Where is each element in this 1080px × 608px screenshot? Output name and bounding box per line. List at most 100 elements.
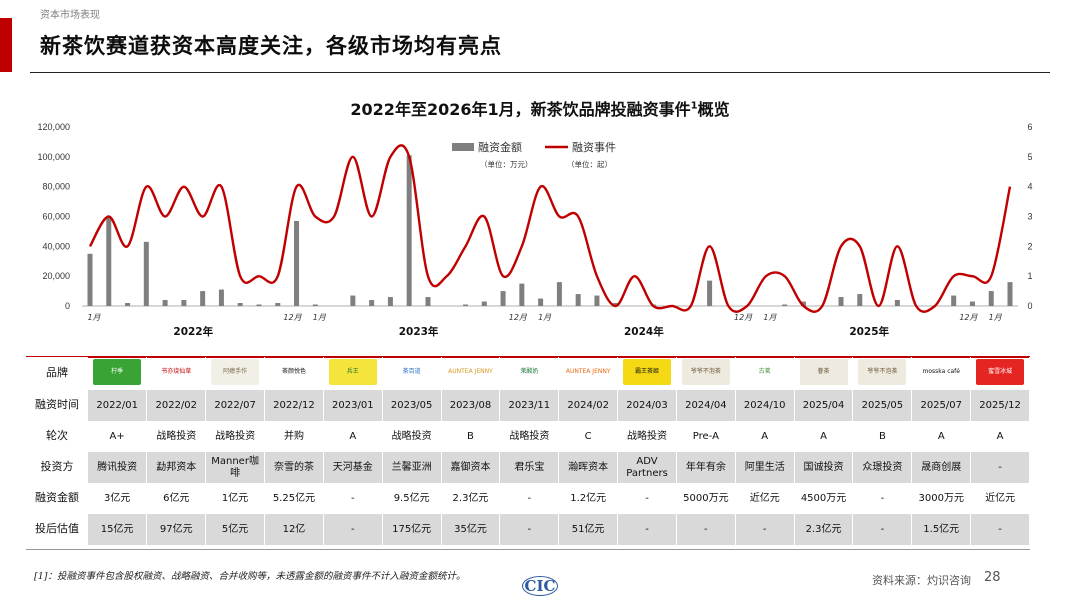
round-cell: A	[323, 421, 383, 452]
year-label: 2022年	[173, 325, 213, 338]
row-header: 轮次	[26, 421, 88, 452]
investor-cell: ADV Partners	[617, 452, 677, 483]
amount-bar	[556, 282, 562, 306]
brand-row: 品牌 柠季 书亦烧仙草 阿嬷手作 茶颜悦色 兵王 茶百道 AUNTEA JENNY 茉酸奶 AUN…	[26, 357, 1030, 390]
time-cell: 2022/12	[264, 390, 324, 421]
left-axis-tick-label: 80,000	[42, 182, 70, 192]
valuation-cell: 5亿元	[205, 514, 266, 545]
valuation-cell: -	[617, 514, 677, 545]
month-tick-label: 12月	[734, 313, 753, 322]
brand-logo-text: 柠季	[111, 367, 124, 375]
month-tick-label: 12月	[283, 313, 302, 322]
left-axis-tick-label: 120,000	[37, 122, 70, 132]
amount-bar	[237, 303, 243, 306]
valuation-cell: 15亿元	[88, 514, 148, 545]
brand-cell: 眷茶	[794, 357, 854, 390]
round-cell: Pre-A	[676, 421, 736, 452]
amount-bar	[894, 300, 900, 306]
round-cell: B	[852, 421, 913, 452]
amount-bar	[256, 304, 262, 306]
valuation-cell: -	[499, 514, 560, 545]
amount-bar	[463, 304, 469, 306]
investor-cell: -	[970, 452, 1030, 483]
amount-cell: 6亿元	[146, 483, 207, 514]
page-title: 新茶饮赛道获资本高度关注，各级市场均有亮点	[40, 34, 502, 58]
brand-cell: 茉酸奶	[499, 357, 560, 390]
legend-events-label: 融资事件	[572, 141, 616, 154]
chart-title: 2022年至2026年1月，新茶饮品牌投融资事件1概览	[0, 96, 1080, 120]
brand-cell: 蜜雪冰城	[970, 357, 1030, 390]
brand-logo-text: 霸王茶姬	[635, 367, 660, 375]
amount-bar	[143, 241, 149, 306]
valuation-cell: 175亿元	[382, 514, 442, 545]
brand-logo: 书亦烧仙草	[152, 358, 201, 385]
investor-cell: 嘉御资本	[441, 452, 501, 483]
brand-logo-text: 兵王	[346, 367, 359, 375]
amount-bar	[425, 297, 431, 306]
brand-logo: mosska café	[917, 358, 966, 385]
left-axis-tick-label: 60,000	[42, 212, 70, 222]
brand-logo-text: 爷爷不泡茶	[690, 367, 721, 375]
brand-logo: 爷爷不泡茶	[858, 358, 907, 385]
brand-logo: 茉酸奶	[505, 358, 554, 385]
right-axis-tick-label: 1	[1027, 271, 1032, 281]
brand-cell: 书亦烧仙草	[146, 357, 207, 390]
investor-cell: 兰馨亚洲	[382, 452, 442, 483]
legend-amount-unit: （单位：万元）	[480, 159, 533, 169]
amount-bar	[106, 216, 112, 306]
amount-cell: 近亿元	[970, 483, 1030, 514]
time-cell: 2024/03	[617, 390, 677, 421]
amount-bar	[218, 289, 224, 306]
time-cell: 2024/10	[735, 390, 795, 421]
investor-cell: 天河基金	[323, 452, 383, 483]
valuation-cell: -	[852, 514, 913, 545]
brand-cell: 爷爷不泡茶	[676, 357, 736, 390]
amount-bar	[500, 291, 506, 306]
amount-bar	[594, 295, 600, 306]
investment-chart: 0 20,000 40,000 60,000 80,000 100,000 120,000 0…	[37, 122, 1032, 338]
time-cell: 2022/02	[146, 390, 207, 421]
table-bottom-rule	[26, 549, 1030, 550]
time-cell: 2025/12	[970, 390, 1030, 421]
brand-logo: AUNTEA JENNY	[564, 358, 613, 385]
brand-logo-text: 眷茶	[817, 367, 830, 375]
cic-logo: CIC	[522, 576, 558, 596]
brand-logo-text: AUNTEA JENNY	[448, 367, 493, 375]
amount-cell: -	[617, 483, 677, 514]
amount-bar	[369, 300, 375, 306]
left-axis-tick-label: 0	[65, 301, 70, 311]
amount-bar	[800, 301, 806, 306]
amount-bar	[782, 304, 788, 306]
brand-logo-text: AUNTEA JENNY	[565, 367, 611, 375]
row-header: 投资方	[26, 452, 88, 483]
brand-logo: 蜜雪冰城	[976, 358, 1025, 385]
accent-bar	[0, 18, 12, 72]
brand-cell: 兵王	[323, 357, 383, 390]
brand-logo: 兵王	[328, 358, 377, 385]
time-cell: 2022/01	[88, 390, 148, 421]
investor-cell: Manner咖啡	[205, 452, 266, 483]
time-cell: 2023/01	[323, 390, 383, 421]
amount-bar	[181, 300, 187, 306]
time-cell: 2023/05	[382, 390, 442, 421]
brand-logo-text: 茉酸奶	[520, 367, 539, 375]
month-tick-label: 1月	[989, 313, 1003, 322]
brand-logo: 眷茶	[799, 358, 848, 385]
round-cell: 并购	[264, 421, 324, 452]
round-cell: A+	[88, 421, 148, 452]
title-divider	[30, 72, 1050, 73]
time-cell: 2024/04	[676, 390, 736, 421]
brand-logo: 柠季	[93, 358, 142, 385]
valuation-cell: 1.5亿元	[911, 514, 972, 545]
investor-cell: 奈雪的茶	[264, 452, 324, 483]
left-axis-tick-label: 100,000	[37, 152, 70, 162]
source-note: 资料来源：灼识咨询	[872, 574, 971, 587]
amount-bar	[951, 295, 957, 306]
amount-bar	[294, 220, 300, 306]
investor-cell: 众璟投资	[852, 452, 913, 483]
year-label: 2023年	[399, 325, 439, 338]
amount-cell: 1亿元	[205, 483, 266, 514]
month-tick-label: 1月	[313, 313, 327, 322]
brand-logo: 爷爷不泡茶	[681, 358, 730, 385]
time-cell: 2023/11	[499, 390, 560, 421]
